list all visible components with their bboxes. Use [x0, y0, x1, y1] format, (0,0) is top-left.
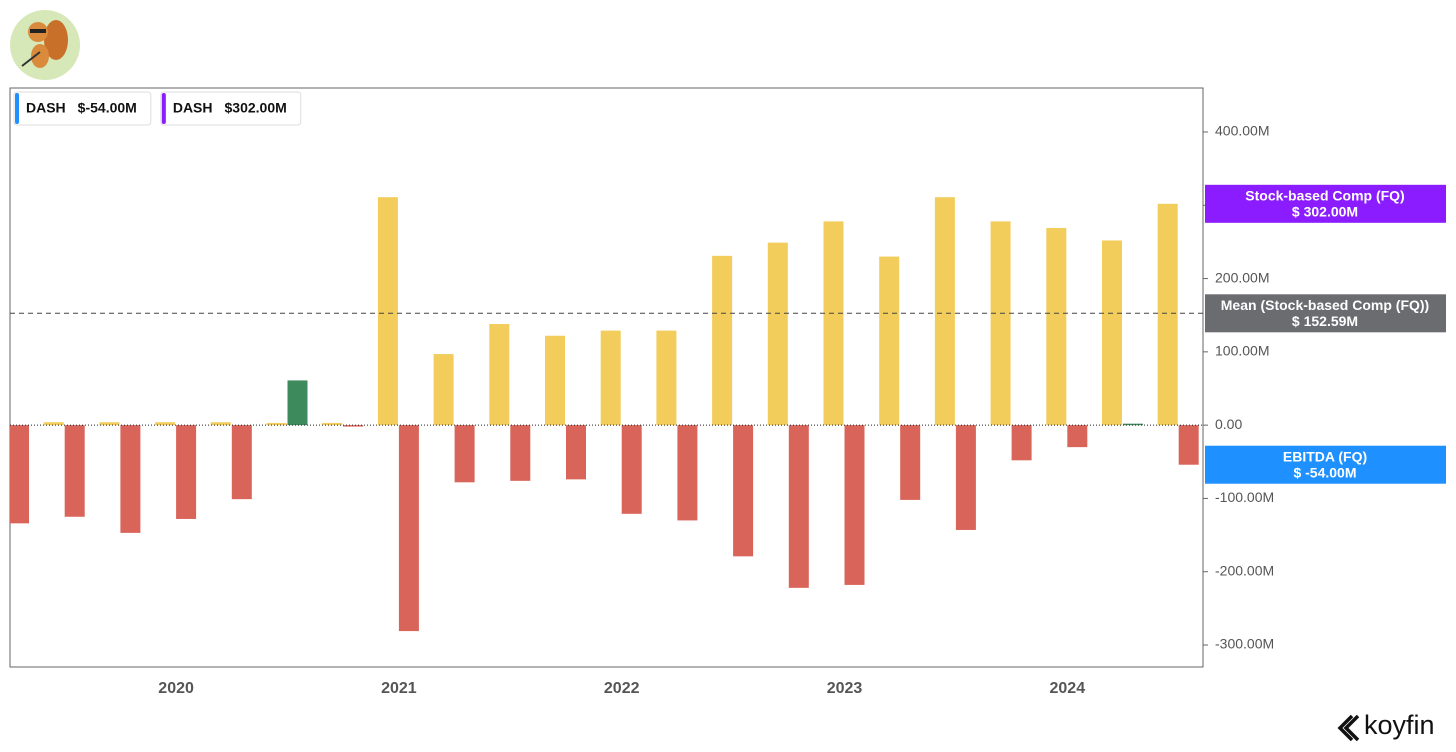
x-tick-label: 2022 [604, 680, 640, 697]
y-tick-label: -100.00M [1215, 489, 1274, 505]
bar [934, 197, 955, 426]
plot-area [0, 197, 1203, 632]
bar [99, 422, 120, 426]
bar [454, 425, 475, 483]
bar [155, 422, 176, 426]
bar [900, 425, 921, 500]
brand-logo: koyfin [1337, 710, 1435, 742]
brand-name: koyfin [1364, 710, 1435, 740]
bar [377, 197, 398, 426]
legend-box [160, 91, 302, 126]
bar [844, 425, 865, 585]
bar [733, 425, 754, 557]
bar [120, 425, 141, 533]
x-tick-label: 2023 [827, 680, 863, 697]
bar [600, 330, 621, 426]
y-tick-label: 100.00M [1215, 343, 1269, 359]
value-box [1205, 294, 1446, 333]
bar [788, 425, 809, 588]
bar [1178, 425, 1199, 465]
value-box-label: Stock-based Comp (FQ) [1245, 188, 1404, 204]
y-tick-label: 0.00 [1215, 416, 1242, 432]
value-box-label: Mean (Stock-based Comp (FQ)) [1221, 297, 1429, 313]
bar [1046, 227, 1067, 426]
value-box-value: $ -54.00M [1293, 464, 1356, 480]
legend-marker [161, 93, 166, 124]
bar [0, 422, 8, 425]
legend-marker [15, 93, 19, 124]
bar [510, 425, 531, 481]
bar [322, 422, 343, 426]
bar [712, 255, 733, 426]
bar [210, 422, 231, 426]
value-box [1205, 445, 1446, 484]
legend-value: $302.00M [225, 100, 287, 116]
bar [955, 425, 976, 530]
bar [990, 221, 1011, 426]
plot-frame [9, 87, 1204, 668]
bar [677, 425, 698, 521]
bar [656, 330, 677, 426]
bar [566, 425, 586, 480]
bar [433, 354, 454, 426]
value-box-value: $ 152.59M [1292, 313, 1358, 329]
bar [343, 425, 364, 427]
bar [266, 422, 287, 426]
bar [1157, 203, 1178, 426]
legend-ticker: DASH [173, 100, 213, 116]
bar [176, 425, 197, 519]
legend-box [13, 91, 152, 126]
bar [1067, 425, 1088, 448]
bar [64, 425, 85, 517]
y-tick-label: 200.00M [1215, 269, 1269, 285]
bar [231, 425, 252, 500]
x-tick-label: 2020 [158, 680, 194, 697]
bar [489, 323, 510, 426]
legend-item: DASH $-54.00M [13, 91, 152, 126]
logo [10, 10, 80, 80]
y-tick-label: 400.00M [1215, 123, 1269, 139]
bar [879, 256, 900, 426]
bar [545, 335, 565, 426]
legend-item: DASH $302.00M [160, 91, 302, 126]
y-tick-label: -300.00M [1215, 636, 1274, 652]
bar [10, 425, 29, 524]
x-tick-label: 2024 [1050, 680, 1086, 697]
bar [287, 380, 308, 426]
bar [767, 242, 788, 426]
bar [398, 425, 419, 632]
legend-ticker: DASH [26, 100, 66, 116]
bar [621, 425, 642, 514]
value-box-label: EBITDA (FQ) [1283, 448, 1367, 464]
value-box-value: $ 302.00M [1292, 204, 1358, 220]
bar [1102, 240, 1122, 426]
bar [1011, 425, 1032, 461]
bar [43, 422, 64, 426]
bar [1123, 423, 1143, 426]
y-tick-label: -200.00M [1215, 562, 1274, 578]
legend-value: $-54.00M [78, 100, 137, 116]
value-box [1205, 184, 1446, 223]
bar [823, 221, 844, 426]
x-tick-label: 2021 [381, 680, 417, 697]
